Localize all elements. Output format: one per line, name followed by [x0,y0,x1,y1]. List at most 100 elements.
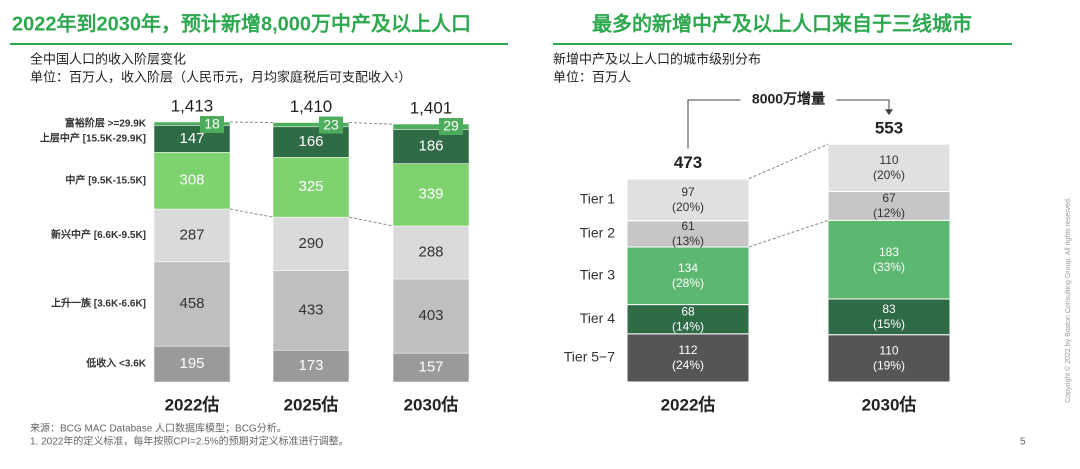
series-label: 富裕阶层 >=29.9K [65,116,147,129]
bar-segment [392,123,470,130]
share-label: (33%) [873,260,905,274]
series-label: 上升一族 [3.6K-6.6K] [51,297,146,310]
left-subtitle: 全中国人口的收入阶层变化 [30,51,186,66]
bar-segment [272,157,350,218]
total-label: 1,413 [171,96,214,115]
value-label: 186 [418,137,443,154]
bar-segment [392,129,470,164]
value-label: 157 [418,359,443,376]
value-label: 166 [298,133,323,150]
connector [348,122,394,125]
bar-segment [272,122,350,128]
series-label: 新兴中产 [6.6K-9.5K] [51,228,146,241]
right-subtitle: 新增中产及以上人口的城市级别分布 [553,51,761,66]
value-label: 18 [204,116,220,132]
bar-segment [153,152,231,210]
connector [348,216,394,227]
category-label: 2025估 [284,394,339,414]
series-label: Tier 2 [580,225,615,241]
share-label: (19%) [873,359,905,373]
bar-segment [153,121,231,126]
connector [748,143,829,180]
value-box [439,118,463,136]
series-label: Tier 4 [580,310,615,326]
value-label: 173 [298,357,323,374]
bar-segment [626,178,750,222]
value-label: 110 [879,344,898,358]
value-label: 433 [298,301,323,318]
bar-segment [827,298,951,336]
category-label: 2030估 [404,394,459,414]
value-label: 339 [418,186,443,203]
series-label: 上层中产 [15.5K-29.9K] [40,131,146,144]
series-label: 低收入 <3.6K [85,357,147,370]
total-label: 553 [875,119,903,138]
annotation-bg [740,91,837,109]
annotation: 8000万增量 [752,91,825,107]
share-label: (20%) [672,200,704,214]
bar-segment [272,349,350,383]
value-label: 29 [443,118,459,134]
bar-segment [272,270,350,351]
value-label: 287 [179,226,204,243]
source-note: 来源：BCG MAC Database 人口数据库模型；BCG分析。 [30,422,287,435]
share-label: (28%) [672,276,704,290]
share-label: (14%) [672,319,704,333]
series-label: Tier 1 [580,191,615,207]
total-label: 1,410 [290,97,333,116]
connector [748,219,829,248]
right-title: 最多的新增中产及以上人口来自于三线城市 [592,11,972,35]
bar-segment [626,304,750,335]
share-label: (24%) [672,358,704,372]
series-label: 中产 [9.5K-15.5K] [65,173,146,186]
page-number: 5 [1020,437,1026,448]
bar-segment [827,191,951,221]
bar-segment [827,334,951,383]
value-label: 403 [418,307,443,324]
value-label: 67 [882,191,896,205]
bar-segment [626,246,750,306]
value-label: 23 [323,116,339,132]
value-label: 308 [179,172,204,189]
annotation-arrow [885,109,893,116]
right-unit-note: 单位：百万人 [553,69,631,84]
value-label: 68 [681,304,695,318]
value-label: 83 [882,302,896,316]
value-label: 134 [678,261,698,275]
bar-segment [153,208,231,263]
footnote: 1. 2022年的定义标准，每年按照CPI=2.5%的预期对定义标准进行调整。 [30,435,349,448]
total-label: 1,401 [410,99,453,118]
bar-segment [626,333,750,383]
value-label: 195 [179,355,204,372]
category-label: 2022估 [661,394,716,414]
connector [229,208,274,218]
bar-segment [392,225,470,280]
value-label: 290 [298,235,323,252]
value-label: 61 [681,219,695,233]
value-box [319,116,343,134]
value-label: 458 [179,295,204,312]
share-label: (15%) [873,317,905,331]
bar-segment [827,143,951,193]
left-unit-note: 单位：百万人，收入阶层（人民币元，月均家庭税后可支配收入¹） [30,69,411,84]
value-label: 183 [879,245,899,259]
bar-segment [392,163,470,227]
total-label: 473 [674,153,702,172]
bar-segment [153,345,231,383]
series-label: Tier 5−7 [564,349,615,365]
series-label: Tier 3 [580,266,615,282]
share-label: (12%) [873,206,905,220]
left-title: 2022年到2030年，预计新增8,000万中产及以上人口 [12,11,471,35]
value-label: 97 [681,185,695,199]
bar-segment [272,216,350,271]
category-label: 2030估 [862,394,917,414]
value-label: 325 [298,178,323,195]
value-box [200,116,224,134]
value-label: 112 [678,343,697,357]
bar-segment [827,219,951,300]
connector [229,121,274,124]
copyright: Copyright © 2022 by Boston Consulting Gr… [1064,197,1072,403]
value-label: 288 [418,243,443,260]
category-label: 2022估 [165,394,220,414]
